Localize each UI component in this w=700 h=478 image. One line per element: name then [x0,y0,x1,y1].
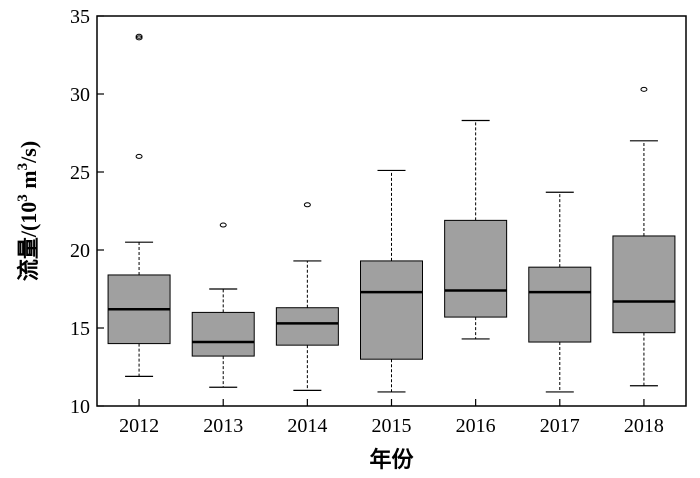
box-group-2016 [444,119,508,340]
outlier-point [219,222,227,228]
y-axis-title-exponent-2: 3 [15,163,31,171]
x-axis: 2012 2013 2014 2015 2016 2017 2018 [119,399,664,437]
plot-marks [107,33,676,393]
y-axis-title-quantity: 流量 [16,237,42,281]
iqr-box [612,235,676,334]
box-group-2014 [275,202,339,391]
y-tick-label: 15 [70,318,90,340]
outlier-point [135,35,143,41]
box-group-2012 [107,33,171,377]
box-group-2018 [612,86,676,387]
y-tick-label: 20 [70,240,90,262]
outlier-point [303,202,311,208]
x-tick-label: 2016 [456,415,496,437]
outlier-point [640,86,648,92]
box-group-2015 [360,169,423,393]
y-axis-title-exponent-1: 3 [15,194,31,202]
y-axis: 10 15 20 25 30 35 [70,6,104,418]
box-group-2013 [191,222,255,388]
y-tick-label: 10 [70,396,90,418]
y-axis-title-prefix: /(10 [16,202,41,238]
y-tick-label: 35 [70,6,90,28]
x-tick-label: 2015 [372,415,412,437]
iqr-box [275,307,339,346]
box-group-2017 [528,191,592,393]
y-tick-label: 25 [70,162,90,184]
y-axis-title-suffix: /s) [16,141,41,164]
x-tick-label: 2014 [287,415,327,437]
y-axis-title-unit: m [16,170,41,194]
iqr-box [360,260,423,360]
iqr-box [191,311,255,357]
x-tick-label: 2013 [203,415,243,437]
x-axis-title: 年份 [369,447,414,473]
outlier-point [135,153,143,159]
y-tick-label: 30 [70,84,90,106]
x-tick-label: 2018 [624,415,664,437]
x-tick-label: 2012 [119,415,159,437]
iqr-box [528,266,592,343]
y-axis-title: 流量/(103 m3/s) [15,141,42,281]
iqr-box [444,219,508,318]
outlier-point [135,33,143,39]
x-tick-label: 2017 [540,415,580,437]
